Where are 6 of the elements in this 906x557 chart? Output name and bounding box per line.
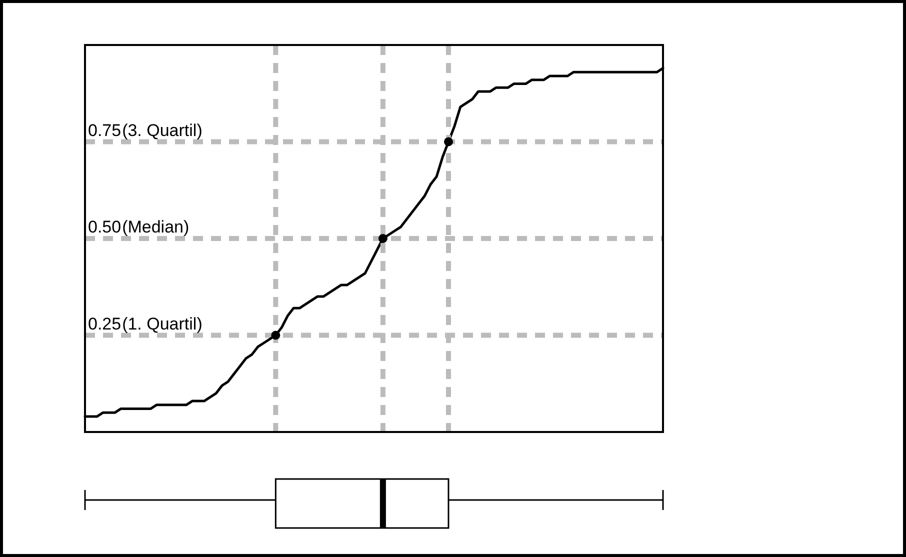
annotation: (Median) [122, 218, 190, 236]
y-tick-label: 0.50 [88, 218, 122, 236]
annotation: (1. Quartil) [122, 314, 202, 334]
y-tick-label: 0.75 [88, 120, 122, 140]
annotation: (3. Quartil) [122, 120, 202, 140]
y-tick-label: 0.25 [88, 314, 122, 334]
